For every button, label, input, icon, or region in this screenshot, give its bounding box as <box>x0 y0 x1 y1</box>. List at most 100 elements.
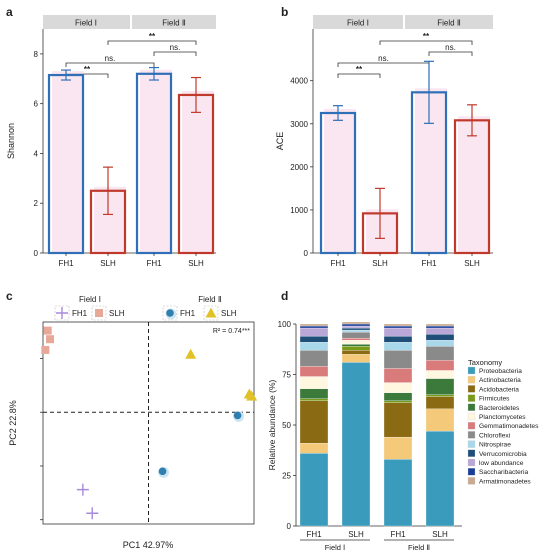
c-point-circle <box>233 411 242 420</box>
c-legend-key-plus <box>56 307 68 319</box>
panel-d: Relative abundance (%) 0 25 50 75 100 FH1 SLH… <box>267 320 539 552</box>
d-x-tick-label: FH1 <box>390 530 406 539</box>
d-legend-label: Planctomycetes <box>479 414 526 421</box>
d-bar-segment <box>425 408 455 432</box>
c-legend-key-frame <box>203 305 219 321</box>
d-bar-segment <box>383 350 413 369</box>
b-bar-shadow <box>366 209 398 253</box>
b-significance-label: ** <box>423 32 430 41</box>
d-x-tick-label: SLH <box>432 530 448 539</box>
d-legend-label: Verrucomicrobia <box>479 451 527 458</box>
d-bar-segment <box>299 443 329 454</box>
d-bar-segment <box>299 376 329 389</box>
panel-d-legend: Proteobacteria Actinobacteria Acidobacteri… <box>467 366 539 485</box>
b-x-tick-label: SLH <box>372 259 388 268</box>
panel-a-letter: a <box>6 5 13 19</box>
d-bar-segment <box>299 323 329 327</box>
d-bar-segment <box>425 360 455 371</box>
d-bar-segment <box>341 362 371 527</box>
d-bar-segment <box>383 382 413 393</box>
panel-a-strip-label-1: Field Ⅰ <box>75 19 97 28</box>
panel-b-strip-1 <box>313 15 403 29</box>
panel-c-letter: c <box>6 289 13 303</box>
d-legend-swatch <box>467 468 476 476</box>
d-bar-segment <box>299 398 329 401</box>
d-bar-segment <box>299 453 329 527</box>
d-bar-segment <box>341 323 371 327</box>
c-legend-key-circle <box>166 309 174 317</box>
panel-c-reference-lines <box>43 322 254 524</box>
panel-c-points <box>41 326 258 520</box>
d-y-tick-label: 0 <box>287 522 292 531</box>
panel-b-strip-label-1: Field Ⅰ <box>347 19 369 28</box>
d-bar-segment <box>425 323 455 327</box>
b-x-tick-label: SLH <box>464 259 480 268</box>
c-legend-label: SLH <box>221 309 237 318</box>
d-bar-segment <box>299 400 329 444</box>
d-bar-segment <box>299 350 329 367</box>
panel-a-y-ticks: 0 2 4 6 8 <box>34 50 43 258</box>
a-y-tick-label: 6 <box>34 100 39 109</box>
a-x-tick-label: FH1 <box>58 259 74 268</box>
b-y-tick-label: 3000 <box>290 120 308 129</box>
d-bar-segment <box>299 388 329 399</box>
d-legend-swatch <box>467 394 476 402</box>
d-legend-swatch <box>467 376 476 384</box>
panel-d-group-label-2: Field Ⅱ <box>408 543 430 552</box>
panel-c-legend-group-2: Field Ⅱ <box>198 295 222 304</box>
d-legend-label: Gemmatimonadetes <box>479 423 539 430</box>
d-legend-label: Bacteroidetes <box>479 405 520 412</box>
a-bar-shadow <box>182 90 214 253</box>
c-point-triangle <box>185 348 197 359</box>
panel-a-x-ticks: FH1 SLH FH1 SLH <box>58 253 204 268</box>
panel-d-y-ticks: 0 25 50 75 100 <box>278 320 296 531</box>
d-bar-segment <box>341 321 371 325</box>
d-bar-segment <box>383 392 413 401</box>
d-legend-label: Armatimonadetes <box>479 478 531 485</box>
a-y-tick-label: 2 <box>34 199 39 208</box>
a-significance-bracket <box>65 62 155 67</box>
panel-b-y-label: ACE <box>275 132 285 151</box>
c-point-square <box>46 335 55 344</box>
d-y-tick-label: 50 <box>282 421 291 430</box>
a-x-tick-label: FH1 <box>146 259 162 268</box>
b-significance-bracket <box>379 40 473 45</box>
d-bar-segment <box>299 335 329 343</box>
c-point-triangle <box>246 390 258 401</box>
d-bar-segment <box>383 323 413 327</box>
d-bar-segment <box>299 366 329 377</box>
d-legend-label: Acidobacteria <box>479 386 519 393</box>
b-bar-shadow <box>415 88 447 253</box>
a-bar-shadow <box>52 71 84 254</box>
d-x-tick-label: SLH <box>348 530 364 539</box>
panel-c-y-label: PC2 22.8% <box>8 400 18 446</box>
a-significance-label: ns. <box>105 54 116 63</box>
d-bar-segment <box>425 333 455 341</box>
c-point-square <box>43 326 52 335</box>
d-legend-swatch <box>467 431 476 439</box>
d-legend-swatch <box>467 403 476 411</box>
d-bar-segment <box>341 337 371 341</box>
d-bar-segment <box>383 400 413 403</box>
d-bar-segment <box>383 342 413 351</box>
d-legend-swatch <box>467 366 476 375</box>
a-y-tick-label: 4 <box>34 149 39 158</box>
a-significance-bracket <box>153 51 197 56</box>
panel-c: Field Ⅰ Field Ⅱ FH1 SLH FH1 SLH R² = 0.74**… <box>8 295 258 550</box>
b-bar-shadow <box>324 109 356 253</box>
d-bar-segment <box>383 459 413 527</box>
c-point-plus <box>86 507 99 520</box>
d-bar-segment <box>383 368 413 383</box>
panel-d-bars <box>299 321 455 527</box>
c-legend-key-square <box>95 309 103 317</box>
c-legend-key-triangle <box>205 307 217 318</box>
panel-a-bars <box>47 66 215 255</box>
panel-d-letter: d <box>281 289 288 303</box>
panel-b: Field Ⅰ Field Ⅱ ACE 0 1000 2000 3000 4000 **… <box>275 15 493 268</box>
d-bar-segment <box>341 354 371 363</box>
d-bar-segment <box>425 396 455 409</box>
d-bar-segment <box>425 346 455 361</box>
panel-b-x-ticks: FH1 SLH FH1 SLH <box>330 253 480 268</box>
